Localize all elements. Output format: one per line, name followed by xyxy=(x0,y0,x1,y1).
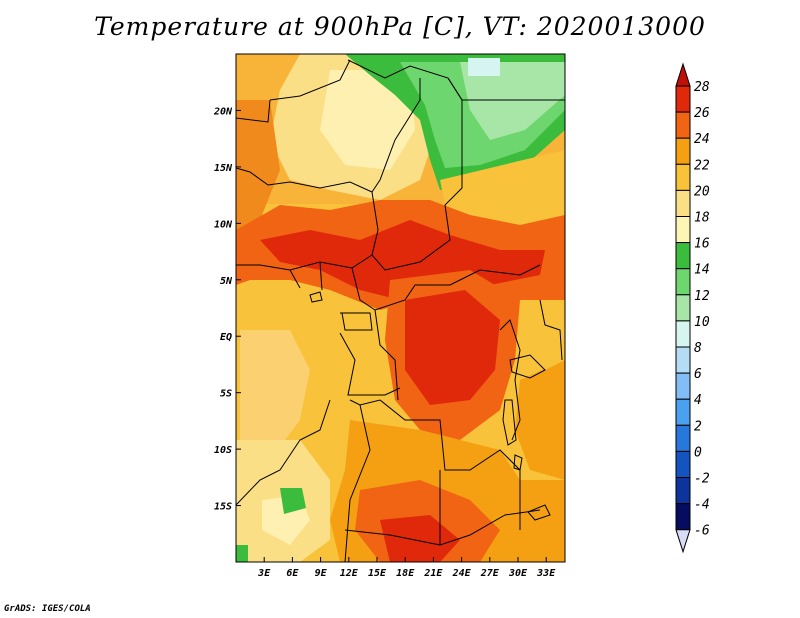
colorbar-label: -2 xyxy=(694,472,710,487)
colorbar-swatch xyxy=(675,268,691,296)
y-tick-label: 10N xyxy=(214,219,233,230)
y-axis: 20N 15N 10N 5N EQ 5S 10S 15S xyxy=(213,106,241,513)
colorbar-swatch xyxy=(675,163,691,191)
colorbar-label: -6 xyxy=(694,524,710,539)
y-tick-label: 20N xyxy=(213,106,233,117)
colorbar-swatch xyxy=(675,424,691,452)
colorbar-swatch xyxy=(675,137,691,165)
x-tick-label: 21E xyxy=(423,568,443,579)
x-tick-label: 27E xyxy=(480,568,500,579)
credit-text: GrADS: IGES/COLA xyxy=(4,604,91,614)
colorbar-label: 2 xyxy=(694,419,702,434)
x-tick-label: 24E xyxy=(452,568,472,579)
colorbar-swatch xyxy=(675,242,691,270)
temperature-field xyxy=(236,54,565,562)
colorbar-label: 6 xyxy=(694,367,702,382)
colorbar-label: 26 xyxy=(694,106,710,121)
colorbar-swatch xyxy=(675,346,691,374)
colorbar-swatch xyxy=(675,450,691,478)
colorbar-label: 20 xyxy=(694,184,710,199)
colorbar-swatch xyxy=(675,85,691,113)
colorbar-bottom-arrow xyxy=(675,529,691,554)
colorbar-top-arrow xyxy=(675,62,691,87)
colorbar-swatch xyxy=(675,320,691,348)
colorbar-swatch xyxy=(675,216,691,244)
colorbar-label: 22 xyxy=(694,158,710,173)
colorbar-label: 12 xyxy=(694,289,710,304)
colorbar-swatch xyxy=(675,477,691,505)
x-tick-label: 12E xyxy=(340,568,359,579)
colorbar-label: 28 xyxy=(694,80,710,95)
colorbar-swatch xyxy=(675,111,691,139)
colorbar-label: -4 xyxy=(694,498,710,513)
colorbar-label: 16 xyxy=(694,237,710,252)
x-tick-label: 9E xyxy=(315,568,328,579)
y-tick-label: 5S xyxy=(220,389,232,400)
x-tick-label: 3E xyxy=(257,568,271,579)
country-borders xyxy=(236,59,565,562)
colorbar-label: 24 xyxy=(694,132,710,147)
x-tick-label: 30E xyxy=(508,568,528,579)
y-tick-label: 10S xyxy=(214,445,232,456)
y-tick-label: EQ xyxy=(220,332,232,343)
y-tick-label: 15S xyxy=(214,502,232,513)
x-axis: 3E 6E 9E 12E 15E 18E 21E 24E 27E 30E 33E xyxy=(257,557,556,579)
colorbar-label: 18 xyxy=(694,211,710,226)
lakes xyxy=(309,291,551,521)
colorbar-swatch xyxy=(675,503,691,531)
colorbar-label: 0 xyxy=(694,445,702,460)
map-frame xyxy=(235,53,566,563)
x-tick-label: 6E xyxy=(286,568,299,579)
colorbar-swatch xyxy=(675,372,691,400)
colorbar-swatch xyxy=(675,398,691,426)
colorbar-label: 10 xyxy=(694,315,710,330)
colorbar-label: 14 xyxy=(694,263,710,278)
colorbar-label: 8 xyxy=(694,341,702,356)
chart-title: Temperature at 900hPa [C], VT: 202001300… xyxy=(94,12,706,41)
colorbar-swatch xyxy=(675,294,691,322)
x-tick-label: 33E xyxy=(536,568,556,579)
y-tick-label: 5N xyxy=(220,276,233,287)
x-tick-label: 18E xyxy=(396,568,415,579)
colorbar-label: 4 xyxy=(694,393,702,408)
y-tick-label: 15N xyxy=(214,163,233,174)
x-tick-label: 15E xyxy=(368,568,387,579)
colorbar-swatch xyxy=(675,189,691,217)
